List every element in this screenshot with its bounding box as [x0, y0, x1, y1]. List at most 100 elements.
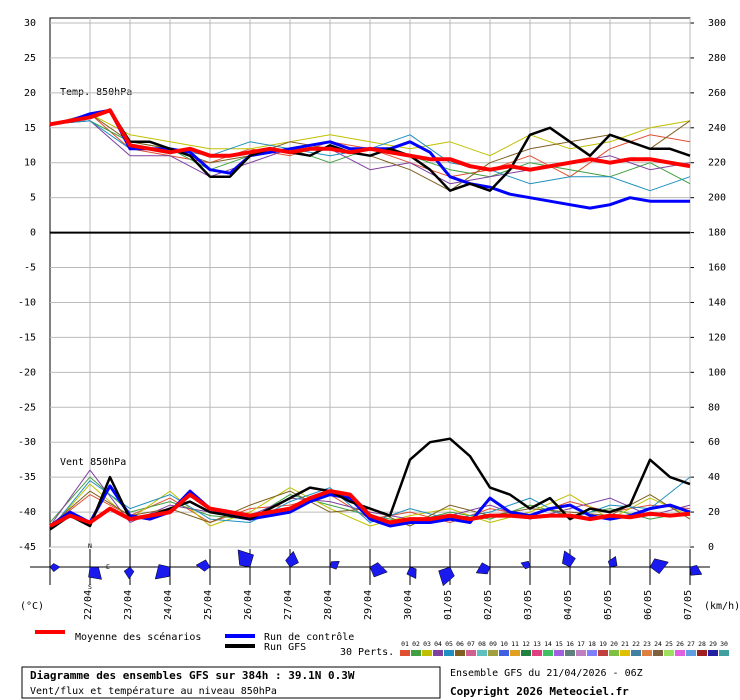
member-code: 08: [478, 640, 486, 648]
rose-shape: [195, 559, 211, 572]
member-code: 02: [412, 640, 420, 648]
y2-tick-label: 40: [708, 472, 720, 483]
member-code: 04: [434, 640, 442, 648]
member-swatch: [708, 650, 718, 656]
member-swatch: [499, 650, 509, 656]
y-tick-label: -15: [18, 332, 36, 343]
rose-shape: [438, 566, 455, 587]
member-swatch: [543, 650, 553, 656]
compass-label: S: [88, 583, 92, 591]
y-tick-label: -5: [24, 263, 36, 274]
x-tick-label: 28/04: [323, 590, 334, 620]
rose-shape: [607, 555, 618, 568]
member-swatch: [488, 650, 498, 656]
member-code: 09: [489, 640, 497, 648]
member-swatch: [598, 650, 608, 656]
x-tick-label: 06/05: [643, 590, 654, 620]
member-swatch: [433, 650, 443, 656]
member-code: 07: [467, 640, 475, 648]
rose-shape: [285, 550, 299, 568]
member-code: 21: [621, 640, 629, 648]
member-swatch: [620, 650, 630, 656]
rose-shape: [369, 562, 388, 578]
member-code: 22: [632, 640, 640, 648]
x-tick-label: 27/04: [283, 590, 294, 620]
rose-shape: [689, 565, 703, 576]
x-tick-label: 04/05: [563, 590, 574, 620]
member-temp-line: [49, 113, 691, 157]
member-swatch: [686, 650, 696, 656]
rose-shape: [475, 562, 491, 575]
member-code: 23: [643, 640, 651, 648]
member-code: 01: [401, 640, 409, 648]
y-tick-label: -40: [18, 507, 36, 518]
legend-label: Run GFS: [264, 642, 306, 653]
member-code: 15: [555, 640, 563, 648]
x-tick-label: 25/04: [203, 590, 214, 620]
member-swatch: [576, 650, 586, 656]
member-code: 20: [610, 640, 618, 648]
member-swatch: [565, 650, 575, 656]
member-swatch: [719, 650, 729, 656]
x-tick-label: 01/05: [443, 590, 454, 620]
y2-tick-label: 180: [708, 228, 726, 239]
member-code: 29: [709, 640, 717, 648]
rose-shape: [154, 564, 171, 580]
member-wind-line: [49, 483, 691, 530]
member-code: 10: [500, 640, 508, 648]
y-tick-label: 30: [24, 18, 36, 29]
copyright: Copyright 2026 Meteociel.fr: [450, 685, 629, 698]
y2-axis-label: (km/h): [704, 601, 740, 612]
rose-shape: [649, 558, 669, 575]
footer-box: [21, 666, 441, 699]
y2-tick-label: 160: [708, 263, 726, 274]
member-code: 06: [456, 640, 464, 648]
member-swatch: [697, 650, 707, 656]
footer-subtitle: Vent/flux et température au niveau 850hP…: [30, 685, 277, 697]
member-wind-line: [49, 476, 691, 530]
x-tick-label: 03/05: [523, 590, 534, 620]
member-code: 03: [423, 640, 431, 648]
member-code: 11: [511, 640, 519, 648]
rose-shape: [520, 560, 531, 570]
y2-tick-label: 240: [708, 123, 726, 134]
y2-tick-label: 260: [708, 88, 726, 99]
x-tick-label: 02/05: [483, 590, 494, 620]
member-swatch: [477, 650, 487, 656]
member-swatch: [466, 650, 476, 656]
rose-shape: [88, 566, 102, 580]
y-tick-label: 25: [24, 53, 36, 64]
member-swatch: [422, 650, 432, 656]
y2-tick-label: 120: [708, 332, 726, 343]
y2-tick-label: 80: [708, 402, 720, 413]
legend-label: Moyenne des scénarios: [75, 631, 201, 643]
compass-label: E: [106, 563, 110, 571]
y-tick-label: 0: [30, 228, 36, 239]
y2-tick-label: 200: [708, 193, 726, 204]
member-swatch: [675, 650, 685, 656]
members-label: 30 Perts.: [340, 647, 394, 658]
y-tick-label: 20: [24, 88, 36, 99]
wind-annotation: Vent 850hPa: [60, 457, 126, 468]
rose-shape: [123, 566, 135, 580]
y2-tick-label: 60: [708, 437, 720, 448]
member-code: 18: [588, 640, 596, 648]
y-axis-label: (°C): [20, 601, 44, 612]
member-code: 17: [577, 640, 585, 648]
y2-tick-label: 220: [708, 158, 726, 169]
member-swatch: [642, 650, 652, 656]
member-swatch: [400, 650, 410, 656]
rose-shape: [406, 566, 417, 579]
member-swatch: [609, 650, 619, 656]
y-tick-label: -10: [18, 297, 36, 308]
member-code: 28: [698, 640, 706, 648]
member-swatch: [664, 650, 674, 656]
y2-tick-label: 20: [708, 507, 720, 518]
x-tick-label: 29/04: [363, 590, 374, 620]
member-code: 05: [445, 640, 453, 648]
member-swatch: [510, 650, 520, 656]
member-code: 19: [599, 640, 607, 648]
x-tick-label: 30/04: [403, 590, 414, 620]
y2-tick-label: 0: [708, 542, 714, 553]
